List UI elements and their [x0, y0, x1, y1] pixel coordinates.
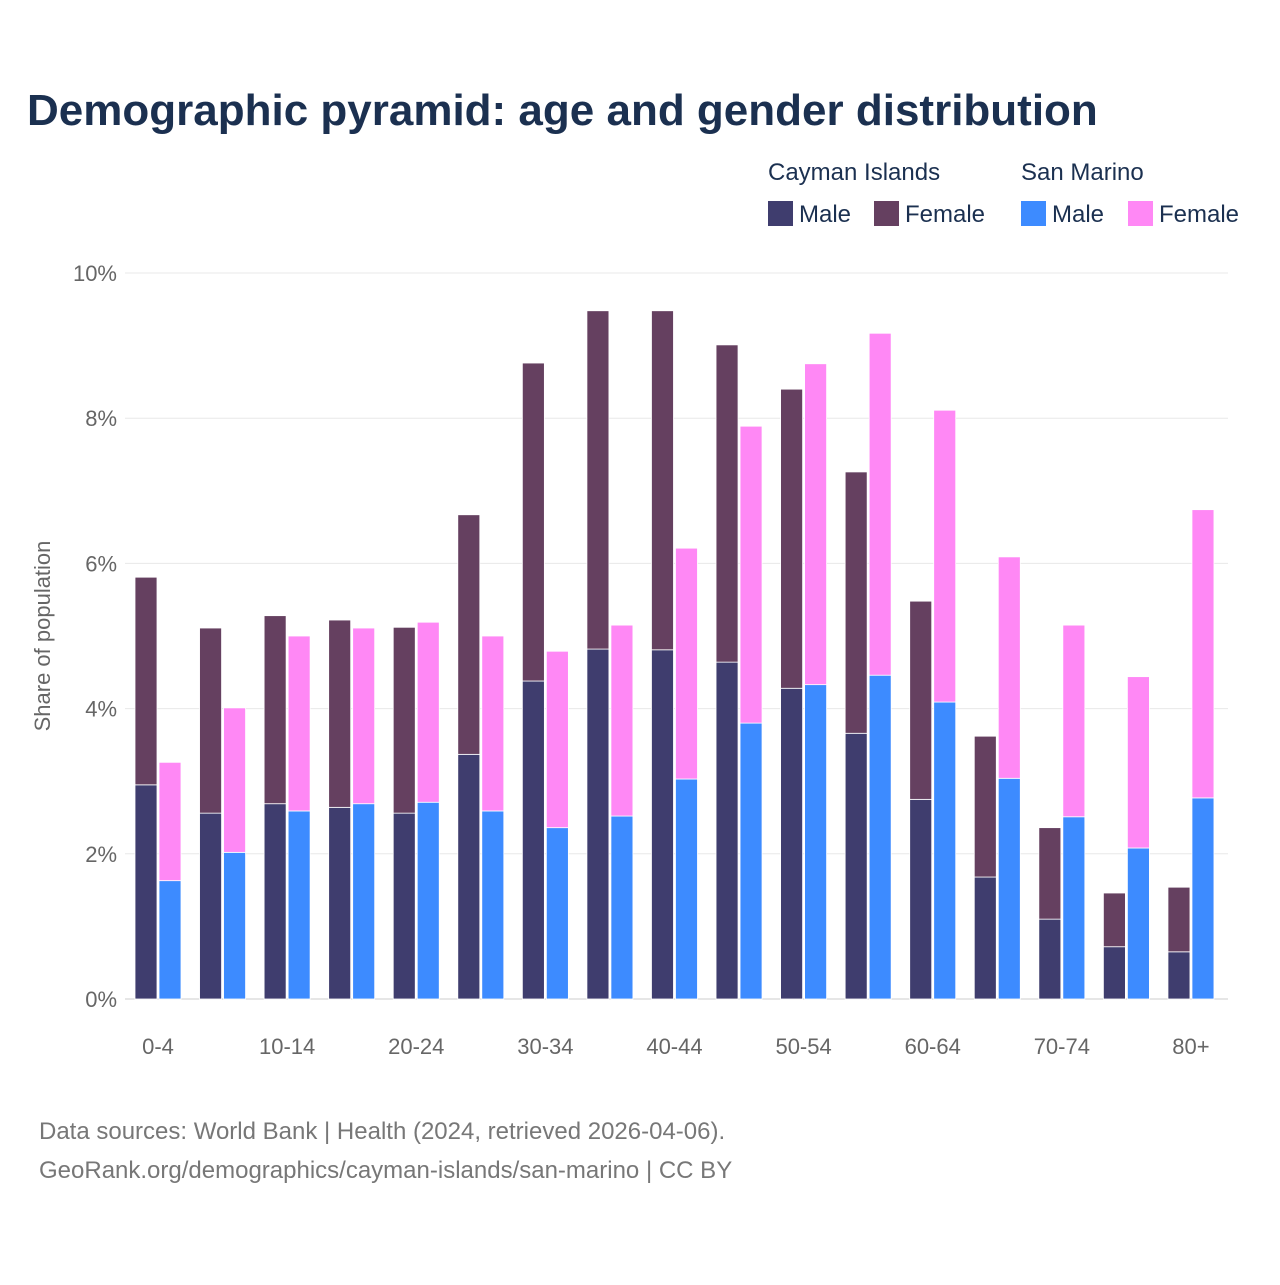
bar-san-marino-male-60-64 — [933, 701, 957, 1000]
bar-cayman-islands-female-20-24 — [392, 626, 416, 814]
legend-label-cayman-male: Male — [799, 201, 851, 228]
bar-san-marino-female-45-49 — [739, 425, 763, 724]
y-tick-label: 4% — [85, 697, 117, 722]
bar-cayman-islands-male-5-9 — [199, 812, 222, 1000]
bar-san-marino-female-25-29 — [481, 635, 505, 812]
legend-group-cayman: Cayman Islands — [768, 159, 940, 186]
legend-label-san-marino-male: Male — [1052, 201, 1104, 228]
bar-cayman-islands-female-35-39 — [586, 310, 610, 650]
bar-cayman-islands-female-70-74 — [1038, 827, 1062, 920]
bar-cayman-islands-female-10-14 — [263, 615, 287, 805]
bar-cayman-islands-male-10-14 — [263, 803, 287, 1000]
bar-san-marino-female-65-69 — [997, 556, 1021, 779]
bar-san-marino-male-50-54 — [804, 684, 827, 1000]
bar-cayman-islands-male-25-29 — [457, 753, 481, 1000]
legend-swatch-san-marino-male — [1021, 201, 1046, 226]
bar-cayman-islands-female-80+ — [1167, 886, 1191, 953]
bar-cayman-islands-female-75-79 — [1103, 892, 1126, 948]
bar-san-marino-female-10-14 — [287, 635, 311, 812]
bar-san-marino-male-15-19 — [352, 803, 376, 1000]
chart-title: Demographic pyramid: age and gender dist… — [27, 86, 1098, 135]
y-tick-label: 2% — [85, 842, 117, 867]
x-tick-label: 0-4 — [142, 1034, 174, 1059]
y-tick-label: 6% — [85, 551, 117, 576]
bar-san-marino-female-40-44 — [675, 547, 698, 780]
x-tick-label: 80+ — [1172, 1034, 1209, 1059]
bar-san-marino-male-65-69 — [997, 777, 1021, 1000]
bar-cayman-islands-male-0-4 — [134, 784, 158, 1000]
legend: Cayman Islands San Marino Male Female Ma… — [768, 159, 1239, 228]
bar-cayman-islands-male-30-34 — [521, 680, 545, 1000]
bar-san-marino-female-0-4 — [158, 761, 182, 882]
bar-san-marino-male-35-39 — [610, 815, 634, 1000]
bar-san-marino-female-5-9 — [223, 707, 246, 853]
x-tick-label: 20-24 — [388, 1034, 444, 1059]
bar-san-marino-female-20-24 — [416, 621, 440, 803]
bar-san-marino-female-30-34 — [545, 650, 569, 829]
bar-san-marino-male-30-34 — [545, 827, 569, 1000]
bar-cayman-islands-female-65-69 — [973, 735, 997, 878]
bar-cayman-islands-male-50-54 — [780, 687, 803, 1000]
bar-cayman-islands-female-60-64 — [909, 600, 933, 800]
legend-label-cayman-female: Female — [905, 201, 985, 228]
y-tick-label: 0% — [85, 987, 117, 1012]
bar-cayman-islands-female-0-4 — [134, 576, 158, 786]
x-tick-label: 50-54 — [775, 1034, 831, 1059]
legend-swatch-cayman-female — [874, 201, 899, 226]
bar-san-marino-male-40-44 — [675, 778, 698, 1000]
legend-group-san-marino: San Marino — [1021, 159, 1144, 186]
bar-san-marino-female-75-79 — [1127, 676, 1150, 849]
x-tick-label: 40-44 — [646, 1034, 702, 1059]
legend-swatch-cayman-male — [768, 201, 793, 226]
bar-cayman-islands-male-70-74 — [1038, 918, 1062, 1000]
y-tick-label: 10% — [73, 261, 117, 286]
legend-label-san-marino-female: Female — [1159, 201, 1239, 228]
bar-cayman-islands-male-35-39 — [586, 648, 610, 1000]
bar-san-marino-male-25-29 — [481, 810, 505, 1000]
bar-cayman-islands-male-15-19 — [328, 806, 352, 1000]
bar-cayman-islands-female-15-19 — [328, 619, 352, 808]
bar-san-marino-male-5-9 — [223, 851, 246, 1000]
bar-cayman-islands-female-55-59 — [844, 471, 868, 734]
footer-source: Data sources: World Bank | Health (2024,… — [39, 1118, 725, 1145]
bar-cayman-islands-male-75-79 — [1103, 946, 1126, 1000]
bar-san-marino-female-70-74 — [1062, 624, 1086, 818]
bar-san-marino-male-55-59 — [868, 674, 892, 1000]
x-tick-label: 10-14 — [259, 1034, 315, 1059]
bar-cayman-islands-female-45-49 — [715, 344, 739, 663]
y-tick-label: 8% — [85, 406, 117, 431]
bar-san-marino-male-20-24 — [416, 801, 440, 1000]
bar-cayman-islands-male-55-59 — [844, 732, 868, 1000]
x-tick-label: 60-64 — [905, 1034, 961, 1059]
legend-swatch-san-marino-female — [1128, 201, 1153, 226]
y-axis-label: Share of population — [30, 541, 55, 732]
bar-san-marino-male-10-14 — [287, 810, 311, 1000]
bar-san-marino-male-70-74 — [1062, 816, 1086, 1000]
bar-san-marino-male-75-79 — [1127, 847, 1150, 1000]
bar-san-marino-female-55-59 — [868, 332, 892, 676]
footer-url: GeoRank.org/demographics/cayman-islands/… — [39, 1157, 732, 1184]
bar-cayman-islands-female-5-9 — [199, 627, 222, 814]
bar-san-marino-male-0-4 — [158, 880, 182, 1000]
bar-san-marino-male-80+ — [1191, 797, 1215, 1000]
bar-san-marino-female-35-39 — [610, 624, 634, 817]
bar-san-marino-female-60-64 — [933, 409, 957, 703]
bar-cayman-islands-male-45-49 — [715, 661, 739, 1000]
bar-san-marino-male-45-49 — [739, 722, 763, 1000]
x-tick-label: 30-34 — [517, 1034, 573, 1059]
bar-cayman-islands-female-40-44 — [651, 310, 674, 651]
bar-cayman-islands-female-25-29 — [457, 514, 481, 755]
x-tick-label: 70-74 — [1034, 1034, 1090, 1059]
bar-cayman-islands-male-60-64 — [909, 798, 933, 1000]
bar-san-marino-female-50-54 — [804, 363, 827, 686]
bar-cayman-islands-female-50-54 — [780, 388, 803, 689]
bar-cayman-islands-male-65-69 — [973, 876, 997, 1000]
bar-cayman-islands-male-20-24 — [392, 812, 416, 1000]
bar-san-marino-female-80+ — [1191, 509, 1215, 799]
bar-san-marino-female-15-19 — [352, 627, 376, 805]
bar-cayman-islands-male-40-44 — [651, 649, 674, 1000]
bar-cayman-islands-female-30-34 — [521, 362, 545, 682]
bar-cayman-islands-male-80+ — [1167, 951, 1191, 1000]
